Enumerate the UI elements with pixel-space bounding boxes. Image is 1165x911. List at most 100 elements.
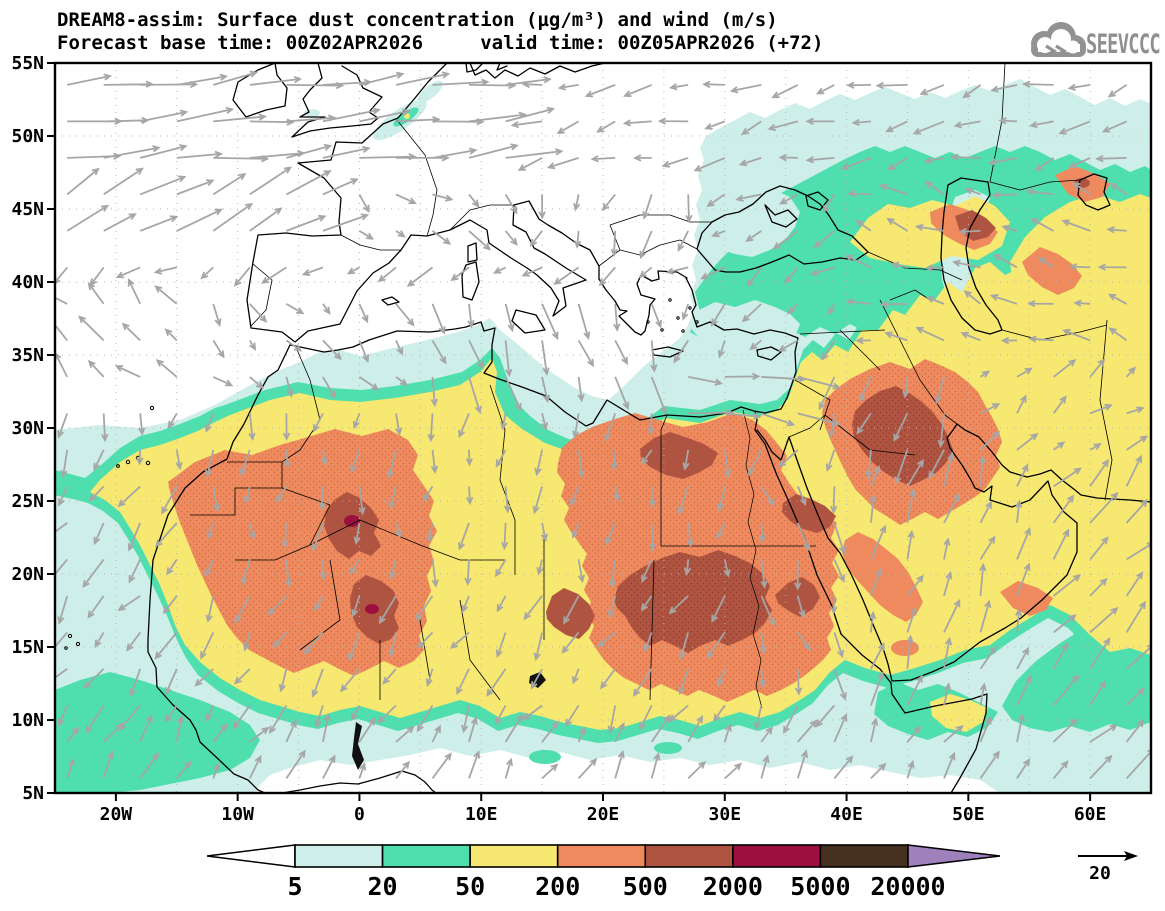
wind-arrow xyxy=(249,166,293,196)
wind-arrow xyxy=(139,144,188,159)
wind-arrow xyxy=(322,303,331,315)
wind-arrow xyxy=(879,300,908,309)
wind-arrow xyxy=(760,726,773,743)
lake-volta xyxy=(352,722,364,770)
wind-arrow xyxy=(311,522,324,552)
longitude-axis: 20W 10W 0 10E 20E 30E 40E 50E 60E xyxy=(100,793,1106,825)
wind-arrow xyxy=(162,595,178,615)
wind-arrow xyxy=(1016,463,1029,487)
wind-arrow xyxy=(164,328,178,342)
wind-arrow xyxy=(458,522,470,551)
wind-arrow xyxy=(322,754,336,779)
wind-arrow xyxy=(815,84,835,95)
wind-arrow xyxy=(82,558,105,589)
wind-arrow xyxy=(1089,577,1108,597)
lon-tick-label: 0 xyxy=(354,804,365,825)
wind-arrow xyxy=(943,724,964,743)
wind-arrow xyxy=(318,486,326,511)
legend-box xyxy=(732,844,822,868)
wind-arrow xyxy=(906,574,924,597)
legend-box xyxy=(469,844,559,868)
wind-arrow xyxy=(573,194,581,212)
wind-arrow xyxy=(761,412,796,427)
wind-arrow xyxy=(322,712,331,743)
wind-arrow xyxy=(431,303,446,335)
wind-arrow xyxy=(505,148,564,159)
wind-arrow xyxy=(614,339,628,366)
wind-arrow xyxy=(154,285,178,305)
wind-arrow xyxy=(127,278,142,305)
lat-tick-label: 25N xyxy=(11,491,44,512)
wind-arrow xyxy=(114,365,141,378)
wind-arrow xyxy=(642,194,653,220)
wind-arrow xyxy=(779,193,799,205)
wind-arrow xyxy=(925,296,945,305)
wind-arrow xyxy=(1097,263,1127,271)
wind-arrow xyxy=(687,714,704,743)
wind-arrow xyxy=(1125,498,1149,524)
wind-arrow xyxy=(952,259,981,269)
wind-arrow xyxy=(358,486,366,516)
country-borders xyxy=(190,63,1113,701)
wind-arrow xyxy=(200,266,214,280)
wind-arrow xyxy=(139,714,153,743)
wind-arrow xyxy=(205,595,215,623)
wind-arrow xyxy=(953,120,981,129)
wind-arrow xyxy=(431,339,447,365)
wind-arrow xyxy=(504,230,518,246)
wind-arrow xyxy=(303,631,324,655)
wind-arrow xyxy=(980,403,1001,415)
wind-arrow xyxy=(166,558,178,576)
wind-arrow xyxy=(890,261,908,269)
logo-text: SEEVCCC xyxy=(1086,29,1160,60)
wind-arrow xyxy=(521,80,543,88)
wind-arrow xyxy=(139,752,160,779)
wind-arrow xyxy=(260,266,287,284)
wind-arrow xyxy=(622,119,652,127)
wind-arrow xyxy=(657,117,689,125)
wind-arrow xyxy=(275,485,288,503)
wind-arrow xyxy=(450,266,470,282)
wind-arrow xyxy=(154,631,178,660)
wind-arrow xyxy=(461,595,470,614)
wind-arrow xyxy=(608,559,617,589)
wind-arrow xyxy=(943,537,951,560)
legend-above-arrow xyxy=(907,844,1001,868)
wind-arrow xyxy=(386,449,397,479)
legend-below-arrow xyxy=(206,844,296,868)
wind-arrow xyxy=(647,413,655,436)
wind-arrow xyxy=(828,413,836,439)
wind-arrow xyxy=(778,449,799,468)
wind-arrow xyxy=(711,230,726,238)
wind-arrow xyxy=(1052,395,1067,414)
wind-arrow xyxy=(885,120,908,133)
wind-arrow xyxy=(394,522,402,539)
wind-arrow xyxy=(503,486,511,514)
wind-arrow xyxy=(1052,674,1080,706)
wind-arrow xyxy=(571,522,580,539)
wind-arrow xyxy=(204,449,215,479)
wind-arrow xyxy=(678,632,690,661)
wind-arrow xyxy=(200,632,215,660)
wind-arrow xyxy=(979,750,1000,779)
wind-arrow xyxy=(601,193,616,212)
wind-arrow xyxy=(127,522,142,552)
wind-arrow xyxy=(267,595,288,616)
wind-arrow xyxy=(1016,562,1031,597)
wind-arrow xyxy=(865,449,873,480)
wind-arrow xyxy=(139,175,187,196)
legend-level-label: 20000 xyxy=(870,872,945,901)
wind-arrow xyxy=(87,359,105,378)
wind-arrow xyxy=(648,486,656,509)
wind-arrow xyxy=(322,339,342,361)
wind-arrow xyxy=(167,412,178,430)
wind-arrow xyxy=(1053,574,1082,597)
wind-arrow xyxy=(924,264,945,272)
wind-arrow xyxy=(1052,494,1075,524)
wind-arrow xyxy=(687,760,707,780)
wind-arrow xyxy=(115,266,141,279)
wind-arrow xyxy=(153,266,178,275)
dust-shading-layer xyxy=(55,79,1151,793)
wind-arrow xyxy=(504,193,518,215)
